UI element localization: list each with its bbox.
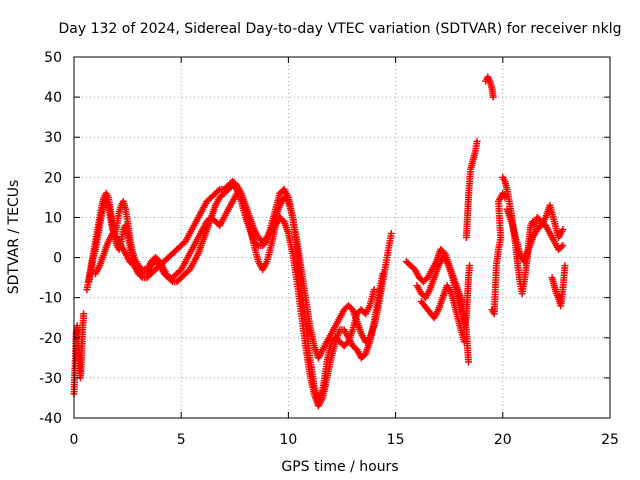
data-point	[473, 137, 481, 145]
data-point	[262, 239, 270, 247]
y-tick-label: 30	[44, 130, 62, 146]
data-point	[370, 286, 378, 294]
series-track-i	[482, 73, 497, 101]
data-point	[489, 93, 497, 101]
data-point	[464, 358, 472, 366]
x-tick-label: 25	[601, 432, 619, 448]
y-tick-label: -20	[39, 331, 62, 347]
x-tick-label: 10	[279, 432, 297, 448]
data-point	[460, 338, 468, 346]
data-point	[559, 225, 567, 233]
data-point	[466, 262, 474, 270]
series-track-l	[503, 201, 567, 266]
x-tick-label: 0	[70, 432, 79, 448]
data-point	[214, 187, 222, 195]
y-tick-label: 20	[44, 170, 62, 186]
y-tick-label: -40	[39, 411, 62, 427]
y-tick-label: -10	[39, 291, 62, 307]
y-tick-label: -30	[39, 371, 62, 387]
series-track-c	[85, 181, 378, 406]
data-point	[137, 268, 145, 276]
series-track-m	[548, 262, 569, 310]
y-tick-label: 50	[44, 50, 62, 66]
series-track-d	[91, 189, 387, 410]
series-track-j	[488, 189, 509, 318]
x-tick-label: 20	[494, 432, 512, 448]
data-layer	[70, 73, 569, 410]
data-point	[559, 242, 567, 250]
data-point	[163, 272, 171, 280]
series-track-a	[70, 310, 88, 398]
tick-layer: 0 5 10 15 20 25 -40 -30 -20 -10 0 10 20 30 40 50	[39, 50, 619, 448]
y-tick-label: 0	[53, 251, 62, 267]
data-point	[387, 229, 395, 237]
x-axis-label: GPS time / hours	[281, 459, 398, 475]
y-tick-label: 40	[44, 90, 62, 106]
grid-layer	[74, 57, 610, 418]
data-point	[561, 262, 569, 270]
data-point	[379, 270, 387, 278]
series-track-f	[413, 254, 474, 330]
x-tick-label: 15	[387, 432, 405, 448]
plot-frame	[73, 56, 611, 419]
series-track-g	[417, 282, 468, 346]
data-point	[80, 310, 88, 318]
chart-title: Day 132 of 2024, Sidereal Day-to-day VTE…	[59, 21, 622, 37]
data-point	[557, 243, 565, 251]
x-tick-label: 5	[177, 432, 186, 448]
y-tick-label: 10	[44, 210, 62, 226]
series-track-h	[462, 137, 481, 241]
y-axis-label: SDTVAR / TECUs	[6, 180, 22, 295]
